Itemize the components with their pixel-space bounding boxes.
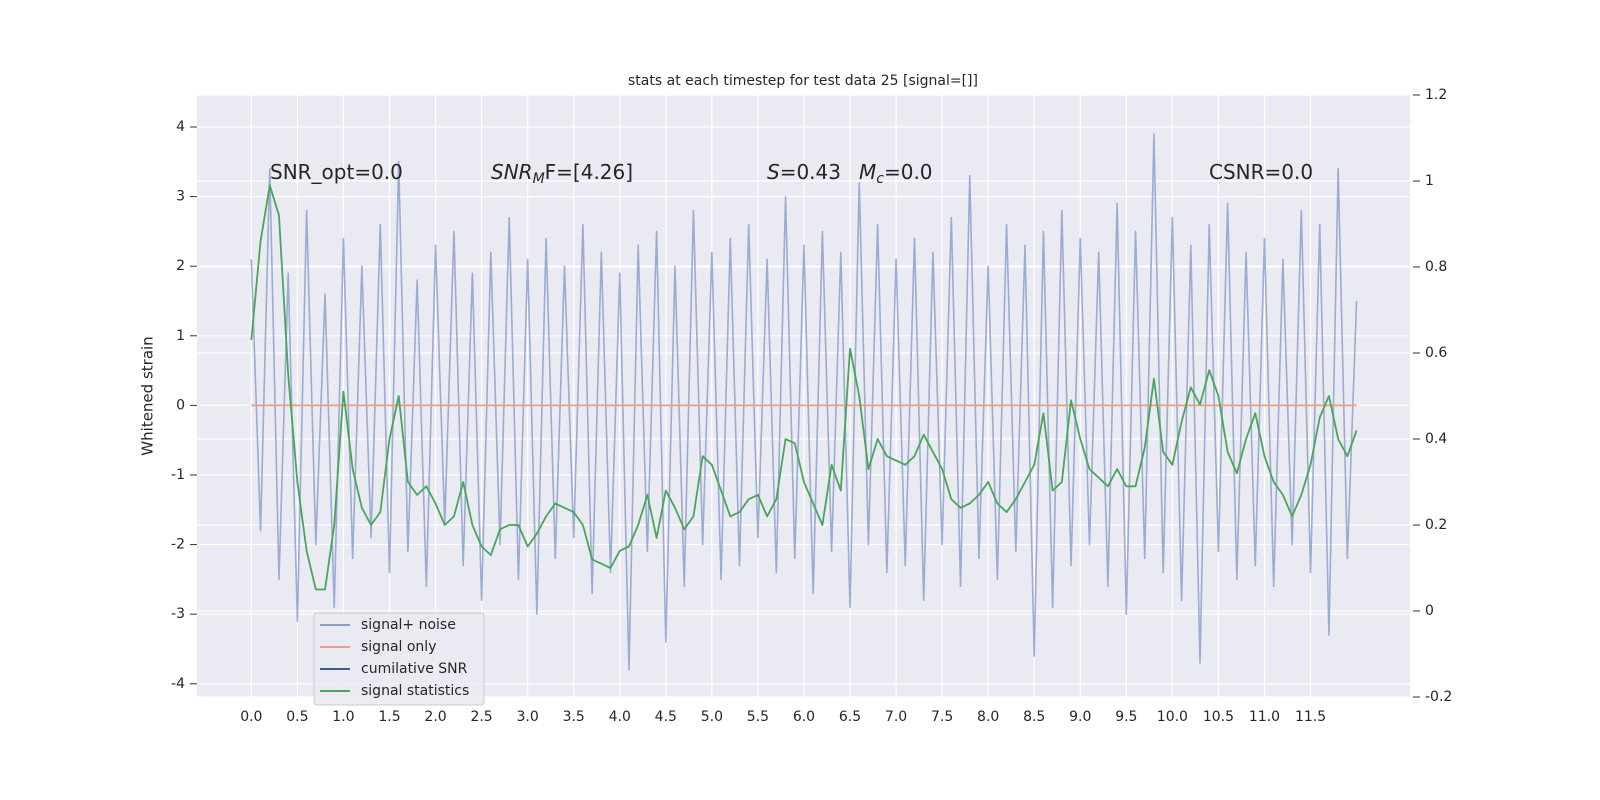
chart-title: stats at each timestep for test data 25 … [628,73,978,89]
annotation-part: M [533,171,545,187]
x-tick-label: 11.0 [1249,709,1280,725]
y-tick-label: -3 [171,606,185,622]
y-tick-label: -2 [171,537,185,553]
annotation-part: S [767,160,780,184]
legend-label: cumilative SNR [361,661,468,677]
legend-label: signal+ noise [361,617,456,633]
annotation-part: SNR_opt=0.0 [270,160,403,184]
legend-label: signal statistics [361,683,469,699]
y2-tick-label: 0.4 [1425,431,1447,447]
series-line [250,133,1358,671]
x-tick-label: 10.5 [1203,709,1234,725]
x-tick-label: 8.0 [977,709,999,725]
x-tick-label: 8.5 [1023,709,1045,725]
annotation: Mc=0.0 [859,160,933,188]
x-tick-label: 5.0 [701,709,723,725]
y-tick-label: 1 [176,328,185,344]
y-tick-label: 4 [176,119,185,135]
y-tick-label: -4 [171,676,185,692]
y2-tick-label: 0.6 [1425,345,1447,361]
x-tick-label: 0.0 [240,709,262,725]
x-tick-label: 6.0 [793,709,815,725]
x-tick-label: 1.5 [378,709,400,725]
annotation-part: M [859,160,876,184]
y2-tick-label: 1.2 [1425,87,1447,103]
y-tick-label: -1 [171,467,185,483]
x-tick-label: 0.5 [286,709,308,725]
y2-tick-label: 0.8 [1425,259,1447,275]
x-tick-label: 5.5 [747,709,769,725]
x-tick-label: 4.5 [655,709,677,725]
legend-label: signal only [361,639,436,655]
series-line [250,184,1358,591]
y-tick-label: 2 [176,258,185,274]
annotation-part: =0.0 [884,160,933,184]
x-tick-label: 7.0 [885,709,907,725]
x-tick-label: 9.0 [1069,709,1091,725]
annotation-part: F=[4.26] [545,160,633,184]
y-tick-label: 0 [176,397,185,413]
y2-tick-label: -0.2 [1425,689,1452,705]
y-axis-label: Whitened strain [139,336,157,455]
y2-tick-label: 0.2 [1425,517,1447,533]
annotation: SNRMF=[4.26] [491,160,633,188]
annotation-part: CSNR=0.0 [1209,160,1313,184]
annotation-part: c [876,171,884,187]
x-tick-label: 2.0 [424,709,446,725]
annotation-part: SNR [491,160,533,184]
y2-tick-label: 1 [1425,173,1434,189]
x-tick-label: 3.0 [517,709,539,725]
x-tick-label: 7.5 [931,709,953,725]
x-tick-label: 9.5 [1115,709,1137,725]
x-tick-label: 10.0 [1157,709,1188,725]
annotation: SNR_opt=0.0 [270,160,403,184]
legend-box [313,612,485,706]
annotation-part: =0.43 [780,160,841,184]
annotation: CSNR=0.0 [1209,160,1313,184]
x-tick-label: 11.5 [1295,709,1326,725]
x-tick-label: 2.5 [470,709,492,725]
y-tick-label: 3 [176,189,185,205]
annotation: S=0.43 [767,160,841,184]
x-tick-label: 4.0 [609,709,631,725]
x-tick-label: 1.0 [332,709,354,725]
x-tick-label: 6.5 [839,709,861,725]
y2-tick-label: 0 [1425,603,1434,619]
x-tick-label: 3.5 [563,709,585,725]
